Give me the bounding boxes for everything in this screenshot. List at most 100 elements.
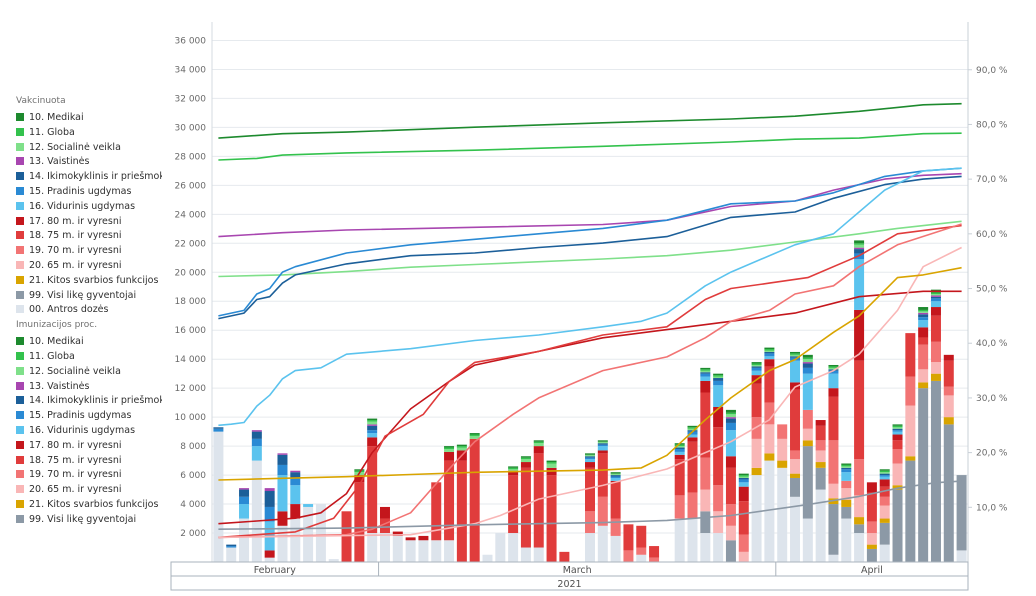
legend-item[interactable]: 11. Globa bbox=[16, 126, 162, 139]
bar-segment bbox=[213, 428, 224, 432]
legend-item[interactable]: 10. Medikai bbox=[16, 111, 162, 124]
y-left-tick-label: 10 000 bbox=[175, 413, 207, 423]
legend-item[interactable]: 21. Kitos svarbios funkcijos bbox=[16, 498, 162, 511]
legend-item[interactable]: 20. 65 m. ir vyresni bbox=[16, 483, 162, 496]
legend-item[interactable]: 10. Medikai bbox=[16, 335, 162, 348]
bar-segment bbox=[674, 454, 685, 460]
bar-segment bbox=[943, 360, 954, 387]
legend-item[interactable]: 00. Antros dozės bbox=[16, 303, 162, 316]
legend-label: 14. Ikimokyklinis ir priešmokyklinis bbox=[29, 395, 162, 407]
series-line bbox=[218, 167, 962, 427]
y-left-tick-label: 16 000 bbox=[175, 326, 207, 336]
bar-segment bbox=[264, 488, 275, 492]
legend-item[interactable]: 18. 75 m. ir vyresni bbox=[16, 454, 162, 467]
legend-item[interactable]: 17. 80 m. ir vyresni bbox=[16, 215, 162, 228]
bar-segment bbox=[251, 430, 262, 432]
bar-segment bbox=[226, 546, 237, 548]
y-left-tick-label: 26 000 bbox=[175, 181, 207, 191]
legend-item[interactable]: 99. Visi likę gyventojai bbox=[16, 289, 162, 302]
bar-segment bbox=[469, 435, 480, 439]
bar-segment bbox=[879, 544, 890, 562]
series-line bbox=[218, 167, 962, 317]
bar-segment bbox=[828, 370, 839, 374]
bar-segment bbox=[841, 518, 852, 562]
bar-segment bbox=[290, 504, 301, 519]
bar-segment bbox=[802, 440, 813, 447]
legend-item[interactable]: 17. 80 m. ir vyresni bbox=[16, 439, 162, 452]
legend-label: 00. Antros dozės bbox=[29, 304, 109, 316]
bar-segment bbox=[815, 440, 826, 451]
legend-item[interactable]: 13. Vaistinės bbox=[16, 155, 162, 168]
bar-segment bbox=[918, 317, 929, 321]
bar-segment bbox=[751, 363, 762, 365]
legend-item[interactable]: 15. Pradinis ugdymas bbox=[16, 409, 162, 422]
bar-segment bbox=[879, 518, 890, 523]
legend-item[interactable]: 16. Vidurinis ugdymas bbox=[16, 424, 162, 437]
y-left-tick-label: 18 000 bbox=[175, 297, 207, 307]
bar-segment bbox=[520, 462, 531, 468]
bar-segment bbox=[495, 533, 506, 562]
bar-segment bbox=[687, 428, 698, 431]
bar-segment bbox=[713, 427, 724, 486]
line-series bbox=[218, 102, 962, 539]
legend-label: 18. 75 m. ir vyresni bbox=[29, 454, 122, 466]
bar-segment bbox=[367, 433, 378, 438]
bar-segment bbox=[379, 518, 390, 534]
legend-item[interactable]: 16. Vidurinis ugdymas bbox=[16, 200, 162, 213]
bar-segment bbox=[367, 424, 378, 426]
legend-swatch bbox=[16, 142, 24, 151]
bar-segment bbox=[623, 524, 634, 551]
legend-item[interactable]: 14. Ikimokyklinis ir priešmokyklinis bbox=[16, 394, 162, 407]
series-line bbox=[218, 224, 962, 539]
bar-segment bbox=[725, 414, 736, 418]
bar-segment bbox=[790, 459, 801, 474]
bar-segment bbox=[764, 350, 775, 352]
legend-item[interactable]: 99. Visi likę gyventojai bbox=[16, 513, 162, 526]
legend-item[interactable]: 12. Socialinė veikla bbox=[16, 141, 162, 154]
bar-segment bbox=[520, 547, 531, 562]
legend-item[interactable]: 21. Kitos svarbios funkcijos bbox=[16, 274, 162, 287]
legend-swatch bbox=[16, 261, 24, 269]
bar-segment bbox=[508, 466, 519, 468]
bar-segment bbox=[597, 446, 608, 451]
bar-segment bbox=[456, 447, 467, 451]
legend-item[interactable]: 13. Vaistinės bbox=[16, 380, 162, 393]
bar-segment bbox=[854, 495, 865, 518]
legend-item[interactable]: 19. 70 m. ir vyresni bbox=[16, 468, 162, 481]
bar-segment bbox=[354, 470, 365, 473]
bar-segment bbox=[713, 373, 724, 376]
bar-segment bbox=[546, 462, 557, 464]
bar-segment bbox=[354, 469, 365, 471]
bar-segment bbox=[764, 453, 775, 461]
bar-segment bbox=[905, 456, 916, 461]
bar-segment bbox=[687, 492, 698, 519]
bar-segment bbox=[892, 463, 903, 486]
legend-item[interactable]: 14. Ikimokyklinis ir priešmokyklinis bbox=[16, 170, 162, 183]
bar-segment bbox=[764, 359, 775, 367]
bar-segment bbox=[674, 447, 685, 450]
bar-segment bbox=[790, 389, 801, 451]
bar-segment bbox=[892, 449, 903, 464]
bar-segment bbox=[930, 315, 941, 342]
bar-segment bbox=[790, 382, 801, 390]
legend-item[interactable]: 20. 65 m. ir vyresni bbox=[16, 259, 162, 272]
bar-segment bbox=[239, 504, 250, 519]
bar-segment bbox=[918, 314, 929, 318]
bar-segment bbox=[802, 359, 813, 363]
bar-segment bbox=[456, 444, 467, 447]
legend-item[interactable]: 18. 75 m. ir vyresni bbox=[16, 229, 162, 242]
legend-item[interactable]: 15. Pradinis ugdymas bbox=[16, 185, 162, 198]
bar-segment bbox=[879, 476, 890, 480]
bar-segment bbox=[943, 424, 954, 562]
vaccination-chart: 2 000 4 000 6 000 8 000 10 000 12 000 14 000 16… bbox=[170, 22, 1008, 591]
bar-segment bbox=[533, 440, 544, 442]
bar-segment bbox=[866, 544, 877, 549]
legend-item[interactable]: 11. Globa bbox=[16, 350, 162, 363]
legend-item[interactable]: 19. 70 m. ir vyresni bbox=[16, 244, 162, 257]
bar-segment bbox=[354, 475, 365, 483]
bar-segment bbox=[290, 470, 301, 473]
bar-segment bbox=[905, 460, 916, 562]
y-left-tick-label: 8 000 bbox=[180, 442, 206, 452]
bar-segment bbox=[866, 492, 877, 522]
legend-item[interactable]: 12. Socialinė veikla bbox=[16, 365, 162, 378]
